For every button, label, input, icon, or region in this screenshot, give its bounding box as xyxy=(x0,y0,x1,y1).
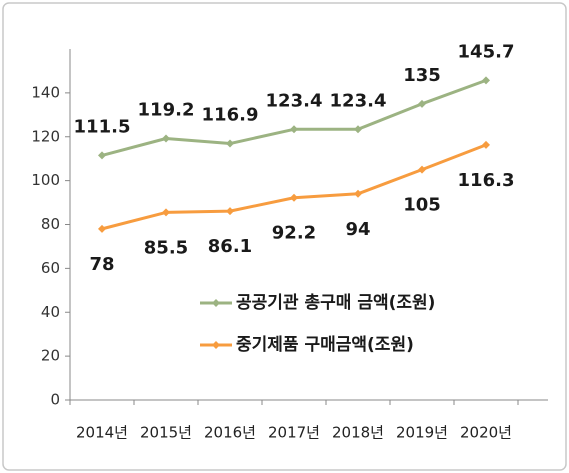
legend-label: 공공기관 총구매 금액(조원) xyxy=(236,293,435,313)
point-marker xyxy=(418,165,426,174)
y-tick-label: 100 xyxy=(31,171,60,189)
y-tick-label: 140 xyxy=(31,83,60,101)
data-label: 116.9 xyxy=(202,105,259,126)
data-label: 105 xyxy=(403,195,441,216)
point-marker xyxy=(162,134,170,143)
point-marker xyxy=(418,99,426,108)
point-marker xyxy=(482,76,490,85)
data-label: 123.4 xyxy=(330,90,387,111)
x-tick-label: 2018년 xyxy=(332,424,384,442)
point-marker xyxy=(226,207,234,216)
legend-marker xyxy=(212,341,220,349)
x-tick-label: 2017년 xyxy=(268,424,320,442)
point-marker xyxy=(162,208,170,217)
point-marker xyxy=(354,189,362,198)
legend-marker xyxy=(212,299,220,307)
point-marker xyxy=(482,140,490,149)
x-tick-label: 2016년 xyxy=(204,424,256,442)
data-label: 123.4 xyxy=(266,90,323,111)
data-label: 116.3 xyxy=(458,170,515,191)
y-tick-label: 40 xyxy=(41,303,60,321)
point-marker xyxy=(290,193,298,202)
data-label: 119.2 xyxy=(138,100,195,121)
x-tick-label: 2015년 xyxy=(140,424,192,442)
data-label: 135 xyxy=(403,65,441,86)
data-label: 92.2 xyxy=(272,223,316,244)
data-label: 94 xyxy=(345,219,370,240)
data-label: 86.1 xyxy=(208,236,252,257)
point-marker xyxy=(226,139,234,148)
y-tick-label: 20 xyxy=(41,347,60,365)
y-tick-label: 120 xyxy=(31,127,60,145)
point-marker xyxy=(354,125,362,134)
legend-label: 중기제품 구매금액(조원) xyxy=(236,335,414,355)
point-marker xyxy=(290,125,298,134)
x-tick-label: 2014년 xyxy=(76,424,128,442)
data-label: 85.5 xyxy=(144,237,188,258)
data-label: 111.5 xyxy=(74,116,131,137)
data-label: 78 xyxy=(89,254,114,275)
y-tick-label: 60 xyxy=(41,259,60,277)
data-label: 145.7 xyxy=(458,41,515,62)
x-tick-label: 2019년 xyxy=(396,424,448,442)
x-tick-label: 2020년 xyxy=(460,424,512,442)
y-tick-label: 80 xyxy=(41,215,60,233)
point-marker xyxy=(98,224,106,233)
y-tick-label: 0 xyxy=(50,391,60,409)
point-marker xyxy=(98,151,106,160)
